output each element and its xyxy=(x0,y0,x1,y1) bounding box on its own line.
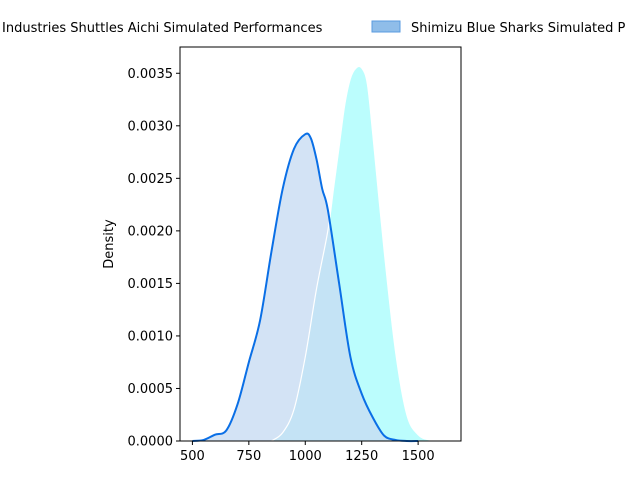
x-tick-label: 1500 xyxy=(402,449,435,464)
y-tick-label: 0.0035 xyxy=(128,67,174,82)
x-tick-label: 750 xyxy=(236,449,261,464)
density-line-series-2 xyxy=(271,65,441,442)
y-tick-label: 0.0010 xyxy=(128,329,174,344)
legend: Industries Shuttles Aichi Simulated Perf… xyxy=(2,20,626,36)
legend-label-series-1: Industries Shuttles Aichi Simulated Perf… xyxy=(2,21,323,36)
axes: 500 750 1000 1250 1500 0.0000 0.0005 0.0010 0.00… xyxy=(128,46,462,464)
y-tick-label: 0.0000 xyxy=(128,435,174,450)
x-tick-label: 500 xyxy=(180,449,205,464)
plot-area xyxy=(192,65,441,443)
x-tick-label: 1250 xyxy=(345,449,378,464)
y-axis-label: Density xyxy=(102,219,117,269)
y-tick-label: 0.0015 xyxy=(128,277,174,292)
plot-frame xyxy=(179,46,462,442)
legend-patch-series-2 xyxy=(371,20,401,33)
density-line-series-1 xyxy=(192,132,419,443)
legend-label-series-2: Shimizu Blue Sharks Simulated P xyxy=(411,21,626,36)
y-tick-label: 0.0025 xyxy=(128,172,174,187)
y-tick-label: 0.0030 xyxy=(128,119,174,134)
y-tick-label: 0.0020 xyxy=(128,224,174,239)
x-tick-label: 1000 xyxy=(289,449,322,464)
y-tick-label: 0.0005 xyxy=(128,382,174,397)
